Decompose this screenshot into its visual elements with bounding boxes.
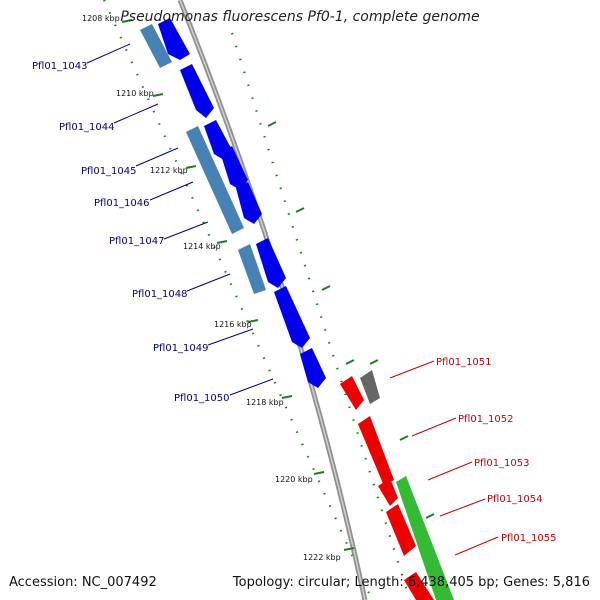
gene-feature-1048a[interactable] xyxy=(238,244,266,294)
gene-feature-1046[interactable] xyxy=(220,146,248,190)
gene-label-1054[interactable]: Pfl01_1054 xyxy=(487,494,543,505)
scale-label: 1214 kbp xyxy=(183,242,221,251)
right-gene-labels[interactable]: Pfl01_1051 Pfl01_1052 Pfl01_1053 Pfl01_1… xyxy=(436,357,557,544)
scale-label: 1208 kbp xyxy=(82,14,120,23)
scale-label: 1222 kbp xyxy=(303,553,341,562)
scale-ticks: 1208 kbp 1210 kbp 1212 kbp 1214 kbp 1216… xyxy=(82,14,355,562)
gene-label-1045[interactable]: Pfl01_1045 xyxy=(81,166,137,177)
left-gene-labels[interactable]: Pfl01_1043 Pfl01_1044 Pfl01_1045 Pfl01_1… xyxy=(32,61,230,404)
genome-backbone-highlight xyxy=(179,0,366,600)
scale-label: 1216 kbp xyxy=(214,320,252,329)
left-callouts xyxy=(86,43,274,396)
gene-label-1048[interactable]: Pfl01_1048 xyxy=(132,289,188,300)
gene-label-1052[interactable]: Pfl01_1052 xyxy=(458,414,514,425)
scale-label: 1210 kbp xyxy=(116,89,154,98)
scale-label: 1220 kbp xyxy=(275,475,313,484)
gene-feature-1044[interactable] xyxy=(180,64,214,118)
forward-cds-track[interactable] xyxy=(140,18,326,388)
gene-feature-1045a[interactable] xyxy=(186,126,244,234)
gene-label-1047[interactable]: Pfl01_1047 xyxy=(109,236,165,247)
gene-label-1055[interactable]: Pfl01_1055 xyxy=(501,533,557,544)
gene-feature-1054[interactable] xyxy=(378,478,398,506)
gene-feature-1050[interactable] xyxy=(300,348,326,388)
accession-label: Accession: NC_007492 xyxy=(9,575,157,590)
gene-feature-1052[interactable] xyxy=(360,370,380,404)
gene-feature-1053[interactable] xyxy=(358,416,394,486)
gene-feature-1056[interactable] xyxy=(404,572,434,600)
map-title: Pseudomonas fluorescens Pf0-1, complete … xyxy=(120,9,480,25)
gene-feature-1047[interactable] xyxy=(236,182,262,224)
gene-label-1046[interactable]: Pfl01_1046 xyxy=(94,198,150,209)
genome-backbone xyxy=(177,0,368,600)
gene-feature-green[interactable] xyxy=(396,476,454,600)
gene-label-1053[interactable]: Pfl01_1053 xyxy=(474,458,530,469)
gene-feature-1051[interactable] xyxy=(340,376,364,410)
genome-summary: Topology: circular; Length: 6,438,405 bp… xyxy=(232,575,590,590)
ruler-dots-outer xyxy=(230,32,412,600)
outer-ticks xyxy=(267,121,435,519)
gene-label-1043[interactable]: Pfl01_1043 xyxy=(32,61,88,72)
gene-feature-1048b[interactable] xyxy=(256,238,286,288)
gene-label-1049[interactable]: Pfl01_1049 xyxy=(153,343,209,354)
gene-label-1051[interactable]: Pfl01_1051 xyxy=(436,357,492,368)
gene-feature-1043a[interactable] xyxy=(140,24,172,68)
right-callouts xyxy=(389,360,499,556)
gene-feature-1049[interactable] xyxy=(274,286,310,348)
scale-label: 1212 kbp xyxy=(150,166,188,175)
gene-feature-1043b[interactable] xyxy=(158,18,190,60)
scale-label: 1218 kbp xyxy=(246,398,284,407)
gene-label-1050[interactable]: Pfl01_1050 xyxy=(174,393,230,404)
reverse-cds-track[interactable] xyxy=(340,370,454,600)
gene-label-1044[interactable]: Pfl01_1044 xyxy=(59,122,115,133)
gene-feature-1055[interactable] xyxy=(386,504,416,556)
